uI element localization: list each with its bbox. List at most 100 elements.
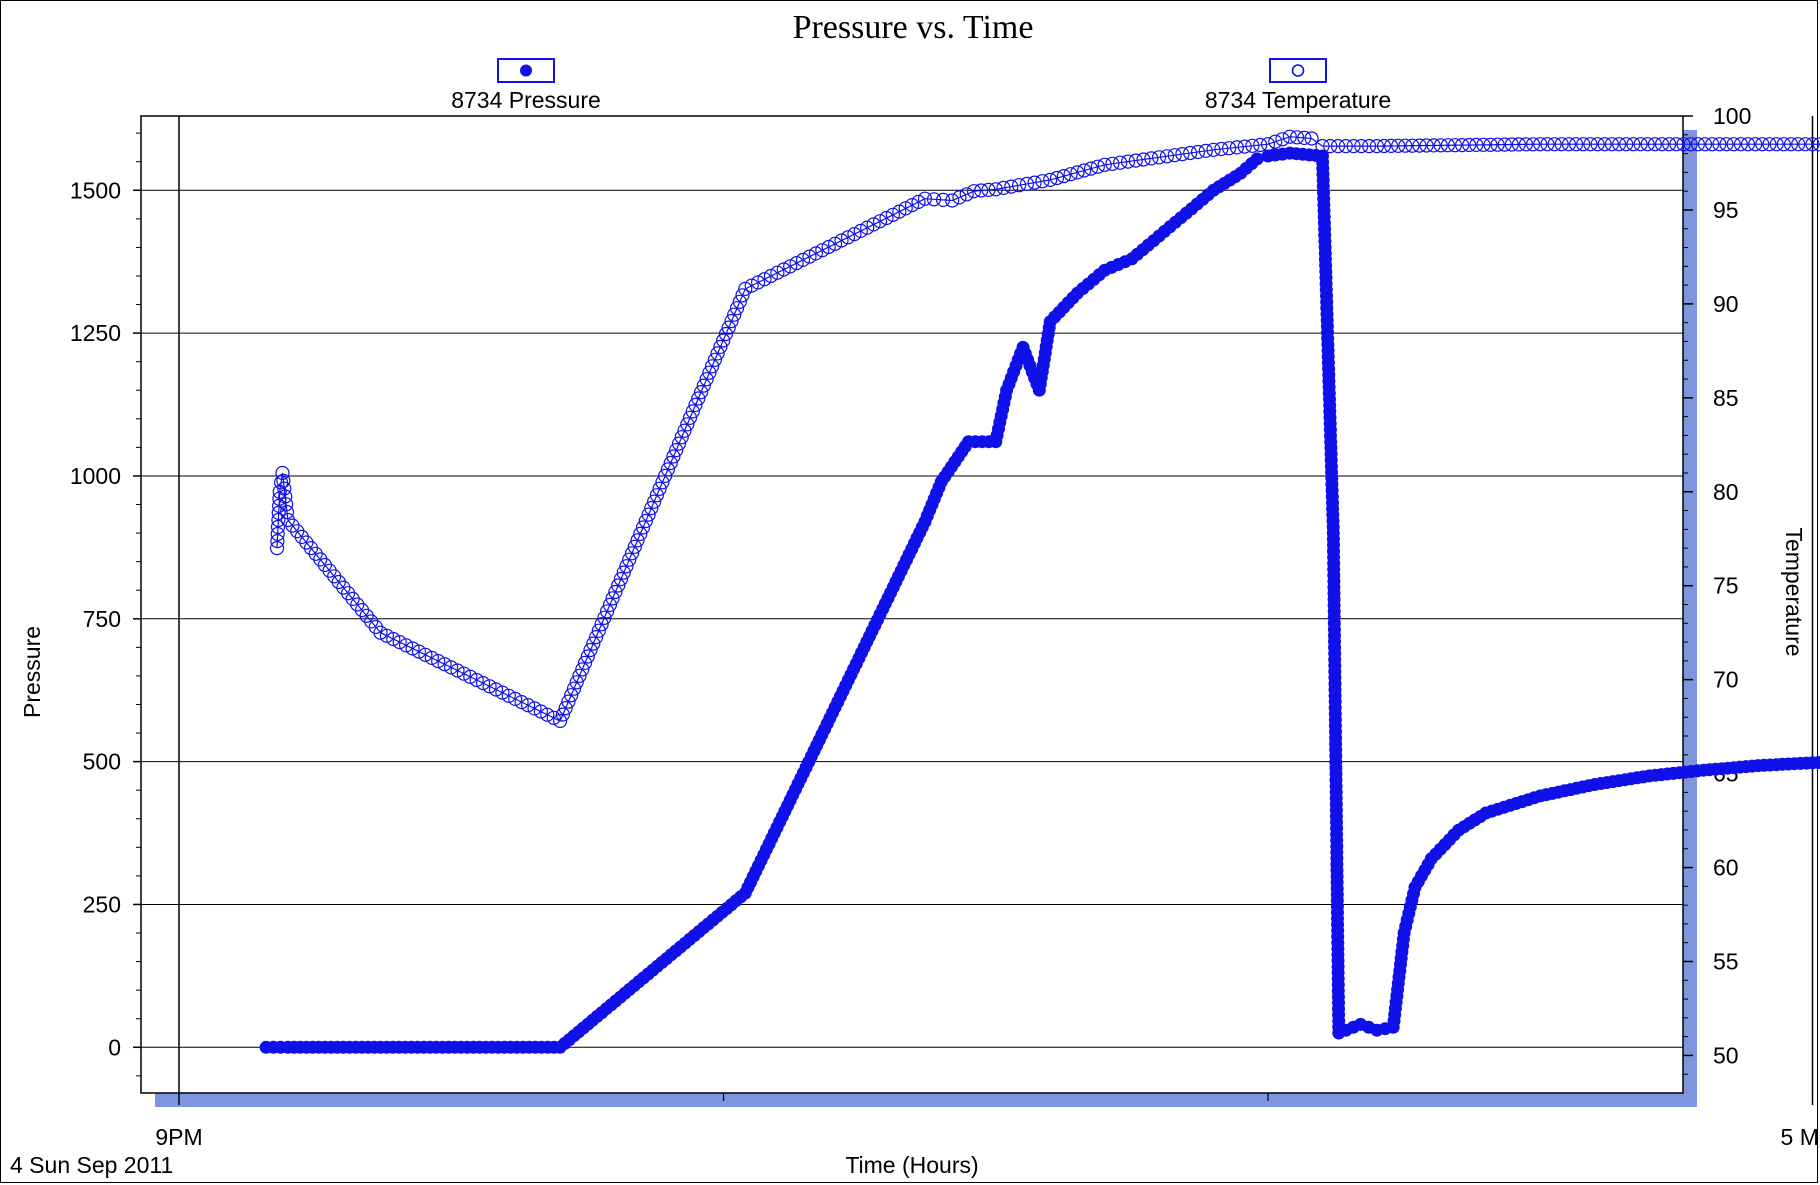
temperature-point xyxy=(1769,137,1784,152)
temperature-point xyxy=(1083,161,1099,176)
temperature-point xyxy=(627,539,642,554)
temperature-point xyxy=(729,301,745,316)
temperature-point xyxy=(424,650,439,666)
temperature-point xyxy=(275,465,290,481)
temperature-point xyxy=(1077,163,1092,178)
temperature-point xyxy=(1748,137,1763,152)
temperature-point xyxy=(1043,172,1058,187)
temperature-point xyxy=(1330,139,1346,154)
y2-tick-label: 70 xyxy=(1713,667,1739,693)
temperature-point xyxy=(613,571,629,587)
temperature-point xyxy=(1676,137,1691,152)
legend-temperature-label: 8734 Temperature xyxy=(1205,87,1391,113)
temperature-point xyxy=(1576,137,1591,152)
temperature-point xyxy=(710,346,725,361)
temperature-point xyxy=(591,623,606,638)
temperature-point xyxy=(677,423,692,438)
series-pressure xyxy=(259,146,1820,1054)
y-tick-label: 750 xyxy=(83,606,121,632)
temperature-point xyxy=(411,644,427,659)
temperature-point xyxy=(1011,178,1027,193)
temperature-point xyxy=(1354,139,1369,154)
temperature-point xyxy=(270,533,285,549)
temperature-point xyxy=(1640,137,1655,152)
temperature-point xyxy=(1315,139,1330,154)
temperature-point xyxy=(1405,138,1420,153)
temperature-point xyxy=(657,468,673,483)
temperature-point xyxy=(821,239,836,255)
y2-tick-label: 80 xyxy=(1713,479,1739,505)
temperature-point xyxy=(1783,137,1799,152)
temperature-point xyxy=(1369,139,1385,154)
temperature-point xyxy=(735,288,750,303)
temperature-point xyxy=(520,698,536,713)
temperature-point xyxy=(1561,137,1577,152)
temperature-point xyxy=(405,641,420,656)
temperature-point xyxy=(763,268,779,284)
temperature-point xyxy=(583,642,598,658)
temperature-point xyxy=(1440,138,1456,153)
temperature-point xyxy=(564,688,579,703)
temperature-point xyxy=(278,489,293,504)
temperature-point xyxy=(704,359,720,374)
temperature-point xyxy=(834,233,849,248)
temperature-point xyxy=(1338,139,1353,154)
temperature-point xyxy=(271,512,286,528)
temperature-point xyxy=(802,249,817,264)
temperature-point xyxy=(437,657,452,672)
temperature-point xyxy=(1159,149,1175,164)
temperature-point xyxy=(285,518,300,533)
temperature-point xyxy=(872,214,888,229)
temperature-point xyxy=(646,494,662,509)
temperature-point xyxy=(630,533,645,548)
temperature-point xyxy=(313,552,328,567)
temperature-point xyxy=(1669,137,1684,152)
temperature-point xyxy=(482,679,497,694)
temperature-point xyxy=(1712,137,1727,152)
temperature-point xyxy=(431,653,446,669)
temperature-point xyxy=(917,191,933,206)
temperature-point xyxy=(1476,137,1491,152)
temperature-point xyxy=(680,417,695,432)
temperature-point xyxy=(713,339,728,354)
temperature-point xyxy=(1260,137,1276,152)
temperature-point xyxy=(552,713,568,729)
pressure-point xyxy=(1250,152,1264,166)
temperature-point xyxy=(386,631,401,647)
temperature-point xyxy=(1483,137,1498,152)
temperature-point xyxy=(1626,137,1641,152)
plot-area xyxy=(140,115,1684,1094)
y-tick-label: 0 xyxy=(108,1034,121,1060)
chart-title: Pressure vs. Time xyxy=(793,9,1034,46)
temperature-point xyxy=(988,182,1003,197)
y-axis-label: Pressure xyxy=(19,626,45,718)
temperature-point xyxy=(1740,137,1756,152)
temperature-point xyxy=(879,210,894,226)
temperature-point xyxy=(1647,137,1663,152)
temperature-point xyxy=(1525,137,1541,152)
temperature-point xyxy=(926,192,942,207)
temperature-point xyxy=(1275,132,1290,147)
temperature-point xyxy=(1733,137,1749,152)
y2-tick-label: 75 xyxy=(1713,573,1739,599)
legend-pressure-swatch xyxy=(497,58,555,83)
temperature-point xyxy=(1237,139,1252,154)
temperature-point xyxy=(959,187,974,202)
temperature-point xyxy=(1497,137,1512,152)
y-tick-label: 250 xyxy=(83,891,121,917)
temperature-point xyxy=(638,513,653,529)
temperature-point xyxy=(1776,137,1791,152)
temperature-point xyxy=(364,614,379,629)
temperature-point xyxy=(1063,167,1078,182)
y2-tick-label: 90 xyxy=(1713,291,1739,317)
temperature-point xyxy=(652,481,667,496)
temperature-point xyxy=(682,410,698,425)
temperature-point xyxy=(1583,137,1598,152)
temperature-point xyxy=(716,333,731,348)
temperature-point xyxy=(789,256,804,271)
temperature-point xyxy=(586,636,601,651)
temperature-point xyxy=(691,391,706,406)
temperature-point xyxy=(853,223,868,238)
temperature-point xyxy=(669,443,684,458)
temperature-point xyxy=(561,694,576,709)
